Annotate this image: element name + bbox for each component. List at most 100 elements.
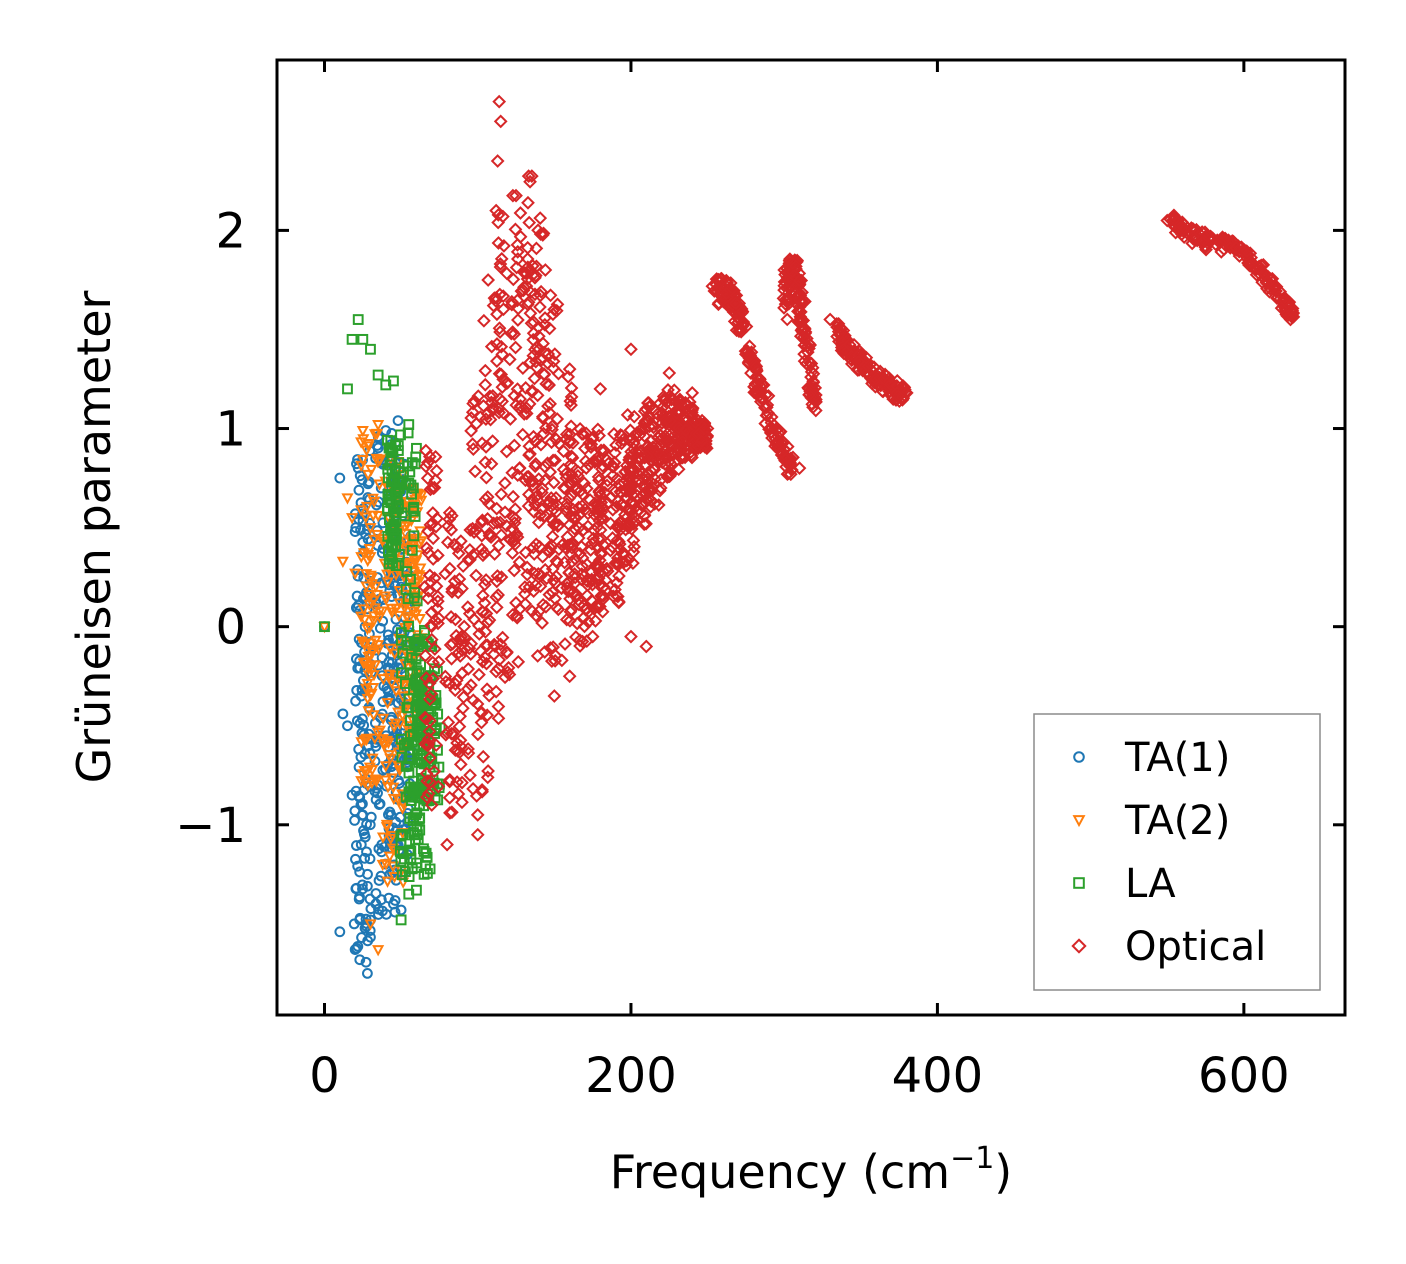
diamond-point [674,430,689,445]
x-tick-label: 200 [585,1048,677,1104]
diamond-point [588,614,603,628]
diamond-point [421,737,436,751]
diamond-point [477,313,491,328]
diamond-point [492,653,507,667]
diamond-point [510,244,525,259]
diamond-point [641,396,655,410]
diamond-point [528,456,543,471]
triangle-down-point [385,773,398,785]
triangle-down-point [383,851,396,863]
diamond-point [663,413,678,428]
circle-point [334,472,346,484]
diamond-point [526,332,541,347]
triangle-down-point [341,493,354,505]
triangle-down-point [367,683,380,695]
diamond-point [477,577,492,592]
diamond-point [882,374,897,389]
diamond-point [474,542,489,557]
square-point [406,488,417,500]
square-point [403,844,415,856]
diamond-point [1197,233,1211,248]
diamond-point [495,380,510,395]
triangle-down-point [415,495,428,508]
axis-ticks: 0 200 400 600 −1 0 1 2 [175,60,1345,1104]
circle-point [395,904,407,916]
legend-marker-square [1073,877,1085,889]
square-point [402,760,414,772]
diamond-point [545,585,560,600]
diamond-point [615,428,629,443]
diamond-point [512,555,527,570]
legend-label: LA [1125,861,1176,907]
diamond-point [546,307,560,322]
diamond-point [576,523,591,537]
square-point [405,845,417,857]
diamond-point [656,389,671,404]
square-point [372,369,384,381]
circle-point [374,622,386,634]
triangle-down-point [363,593,376,605]
diamond-point [620,407,635,422]
diamond-point [531,223,545,238]
triangle-down-point [358,766,371,778]
triangle-down-point [346,513,359,525]
diamond-point [607,455,622,470]
square-point [395,634,407,646]
triangle-down-point [362,469,375,482]
diamond-point [455,643,470,658]
diamond-point [471,727,485,742]
diamond-point [1186,231,1201,246]
diamond-point [585,432,599,447]
diamond-point [455,775,469,790]
diamond-point [798,333,812,347]
diamond-point [611,594,626,609]
square-point [393,560,405,571]
triangle-down-point [385,607,399,619]
diamond-point [598,573,613,588]
square-point [396,667,407,679]
diamond-point [528,354,543,369]
diamond-point [542,321,557,336]
circle-point [389,895,401,906]
diamond-point [485,389,500,403]
diamond-point [1283,312,1298,327]
x-axis-title-close: ) [994,1145,1012,1199]
circle-point [354,954,366,966]
diamond-point [549,600,564,615]
diamond-point [443,638,458,652]
triangle-down-point [369,581,382,593]
diamond-point [509,260,524,275]
diamond-point [536,426,551,441]
diamond-point [593,382,608,396]
diamond-point [545,422,559,437]
triangle-down-point [376,606,389,618]
triangle-down-point [379,761,392,773]
diamond-point [533,211,548,226]
diamond-point [420,471,435,486]
square-point [410,653,422,665]
diamond-point [662,366,677,380]
diamond-point [503,412,518,426]
diamond-point [533,300,547,314]
diamond-point [495,347,510,362]
diamond-point [569,589,583,604]
diamond-point [510,610,525,625]
diamond-point [573,633,587,648]
triangle-down-point [392,794,405,806]
square-point [398,739,410,751]
square-point [410,451,422,463]
diamond-point [743,349,757,363]
diamond-point [526,348,541,363]
diamond-point [442,676,457,690]
diamond-point [419,541,434,555]
diamond-point [794,313,809,328]
triangle-down-point [363,599,376,611]
square-point [394,549,405,560]
diamond-point [478,377,493,392]
diamond-point [605,539,620,554]
diamond-point [564,449,579,464]
circle-point [370,888,382,899]
diamond-point [561,370,576,384]
diamond-point [493,637,508,652]
diamond-point [427,480,442,495]
